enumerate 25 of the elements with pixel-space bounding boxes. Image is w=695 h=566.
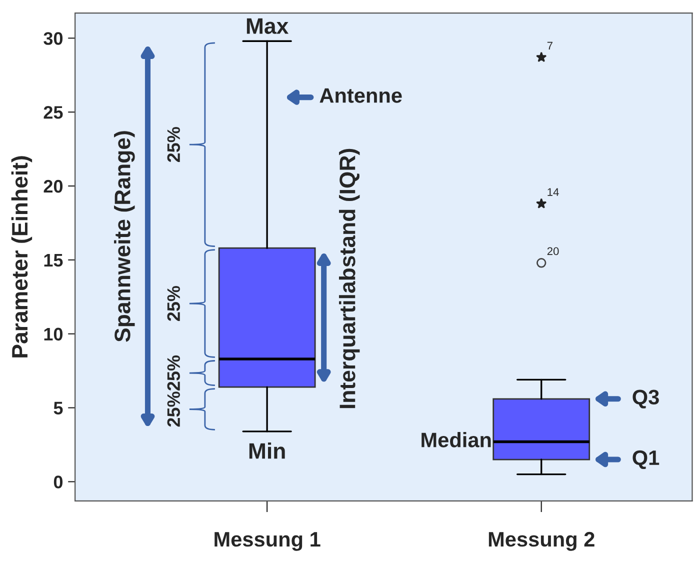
- annotation: 25%: [167, 286, 180, 321]
- y-tick-label: 30: [44, 32, 63, 45]
- y-tick-label: 15: [44, 254, 63, 267]
- y-tick-label: 25: [44, 106, 63, 119]
- annotation: 25%: [167, 392, 180, 427]
- annotation: 25%: [167, 127, 180, 162]
- annotation: Antenne: [320, 88, 402, 103]
- y-tick-label: 5: [54, 402, 63, 414]
- x-tick-label: Messung 1: [214, 532, 320, 551]
- y-axis-title: Parameter (Einheit): [11, 156, 32, 358]
- annotation: 7: [547, 42, 552, 50]
- annotation: 14: [548, 188, 559, 196]
- annotation: 20: [547, 247, 559, 256]
- annotation: Q3: [632, 390, 659, 408]
- annotation: Q1: [632, 450, 660, 469]
- annotation: Min: [249, 442, 285, 459]
- annotation: 25%: [167, 355, 180, 390]
- annotation: Median: [422, 432, 491, 448]
- annotation: Max: [246, 18, 289, 34]
- annotation: Spannweite (Range): [114, 131, 135, 342]
- y-tick-label: 20: [44, 180, 63, 193]
- y-tick-label: 10: [44, 328, 63, 341]
- x-tick-label: Messung 2: [488, 532, 594, 551]
- annotation: Interquartilabstand (IQR): [338, 148, 360, 408]
- y-tick-label: 0: [54, 476, 63, 488]
